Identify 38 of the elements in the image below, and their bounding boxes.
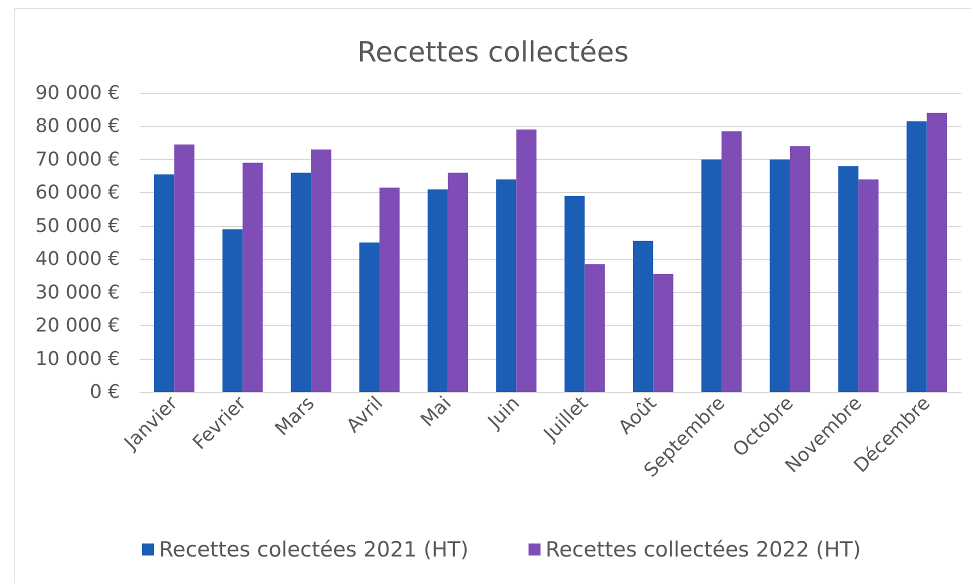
bar (359, 242, 380, 392)
bar (722, 131, 742, 392)
bar (926, 112, 947, 392)
bar (516, 130, 536, 392)
bar (290, 172, 312, 392)
bar (838, 166, 858, 392)
bar (242, 162, 263, 392)
y-tick-label: 90 000 € (35, 82, 120, 104)
x-tick-label: Mai (416, 392, 456, 432)
y-tick-label: 40 000 € (35, 248, 120, 270)
bar (222, 229, 243, 392)
bar (496, 179, 516, 392)
y-tick-label: 20 000 € (35, 314, 120, 337)
bar (906, 121, 927, 392)
y-tick-label: 70 000 € (35, 148, 120, 170)
bar (311, 149, 332, 392)
bar (154, 174, 174, 392)
y-tick-label: 10 000 € (35, 348, 120, 370)
bar (584, 264, 605, 392)
bar (379, 188, 400, 392)
chart-title: Recettes collectées (357, 36, 629, 68)
legend-label: Recettes collectées 2022 (HT) (546, 538, 861, 562)
y-tick-label: 30 000 € (35, 281, 120, 304)
bar (632, 240, 654, 392)
bar (790, 146, 810, 392)
bar (428, 189, 448, 392)
y-tick-label: 80 000 € (35, 115, 120, 138)
legend-label: Recettes colectées 2021 (HT) (159, 538, 469, 562)
bar (858, 179, 879, 392)
bar (448, 172, 468, 392)
y-tick-label: 60 000 € (35, 182, 120, 204)
bar (653, 274, 674, 392)
bar (701, 159, 722, 392)
bar (174, 144, 194, 392)
bar (564, 196, 585, 392)
y-tick-label: 50 000 € (35, 214, 120, 237)
bar (770, 159, 790, 392)
y-tick-label: 0 € (90, 381, 120, 403)
